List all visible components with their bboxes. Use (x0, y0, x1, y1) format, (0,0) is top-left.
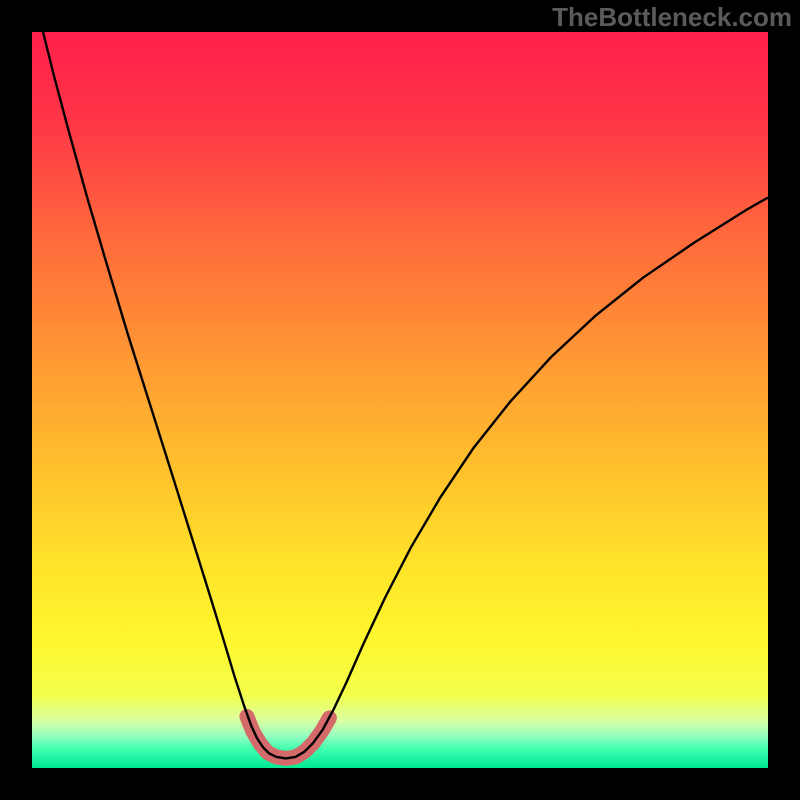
chart-frame (0, 0, 800, 800)
chart-plot-area (32, 32, 768, 768)
chart-svg (32, 32, 768, 768)
chart-background (32, 32, 768, 768)
watermark-text: TheBottleneck.com (552, 2, 792, 33)
